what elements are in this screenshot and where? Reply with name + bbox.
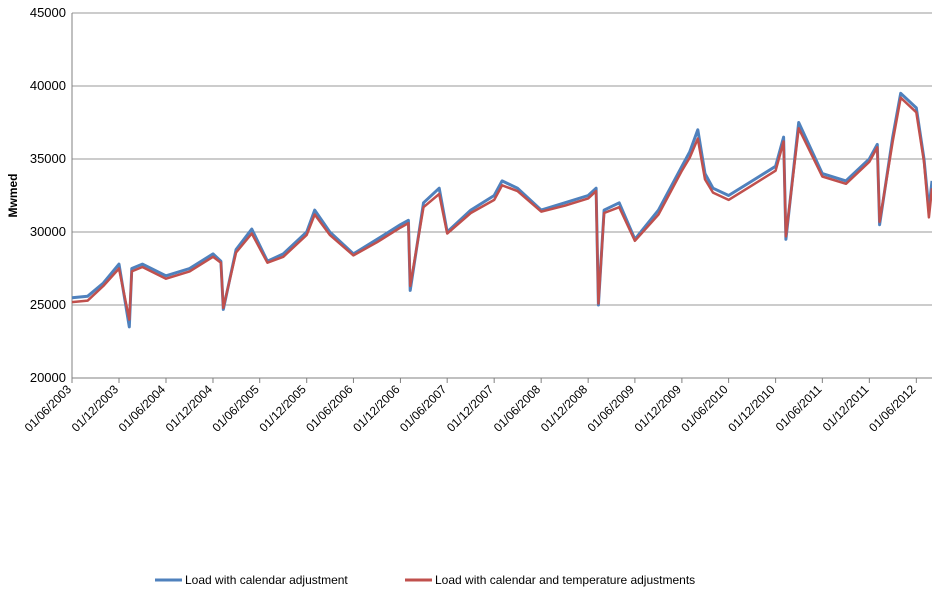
y-tick-label: 30000	[30, 224, 66, 239]
x-tick-label: 01/12/2007	[444, 382, 497, 435]
series-line-2	[71, 96, 932, 321]
x-tick-label: 01/12/2010	[725, 382, 778, 435]
x-tick-label: 01/12/2011	[820, 382, 872, 434]
x-tick-label: 01/06/2007	[397, 382, 450, 435]
y-tick-label: 25000	[30, 297, 66, 312]
x-tick-label: 01/06/2004	[116, 382, 169, 435]
legend-label-2: Load with calendar and temperature adjus…	[435, 573, 695, 587]
x-tick-label: 01/06/2008	[491, 382, 544, 435]
x-tick-label: 01/06/2005	[209, 382, 262, 435]
x-tick-label: 01/12/2008	[538, 382, 591, 435]
series-line-1	[71, 91, 932, 329]
x-tick-label: 01/06/2003	[22, 382, 75, 435]
y-tick-label: 35000	[30, 151, 66, 166]
y-axis-label: Mwmed	[6, 173, 20, 217]
y-tick-label: 45000	[30, 5, 66, 20]
y-tick-label: 20000	[30, 370, 66, 385]
x-tick-label: 01/12/2006	[350, 382, 403, 435]
x-tick-label: 01/12/2005	[256, 382, 309, 435]
x-tick-label: 01/12/2003	[69, 382, 122, 435]
x-tick-label: 01/06/2011	[773, 382, 825, 434]
legend-label-1: Load with calendar adjustment	[185, 573, 348, 587]
x-tick-label: 01/12/2009	[632, 382, 685, 435]
x-tick-label: 01/12/2004	[163, 382, 216, 435]
x-tick-label: 01/06/2009	[585, 382, 638, 435]
x-tick-label: 01/06/2010	[678, 382, 731, 435]
x-tick-label: 01/06/2006	[303, 382, 356, 435]
x-tick-label: 01/06/2012	[866, 382, 919, 435]
y-tick-label: 40000	[30, 78, 66, 93]
